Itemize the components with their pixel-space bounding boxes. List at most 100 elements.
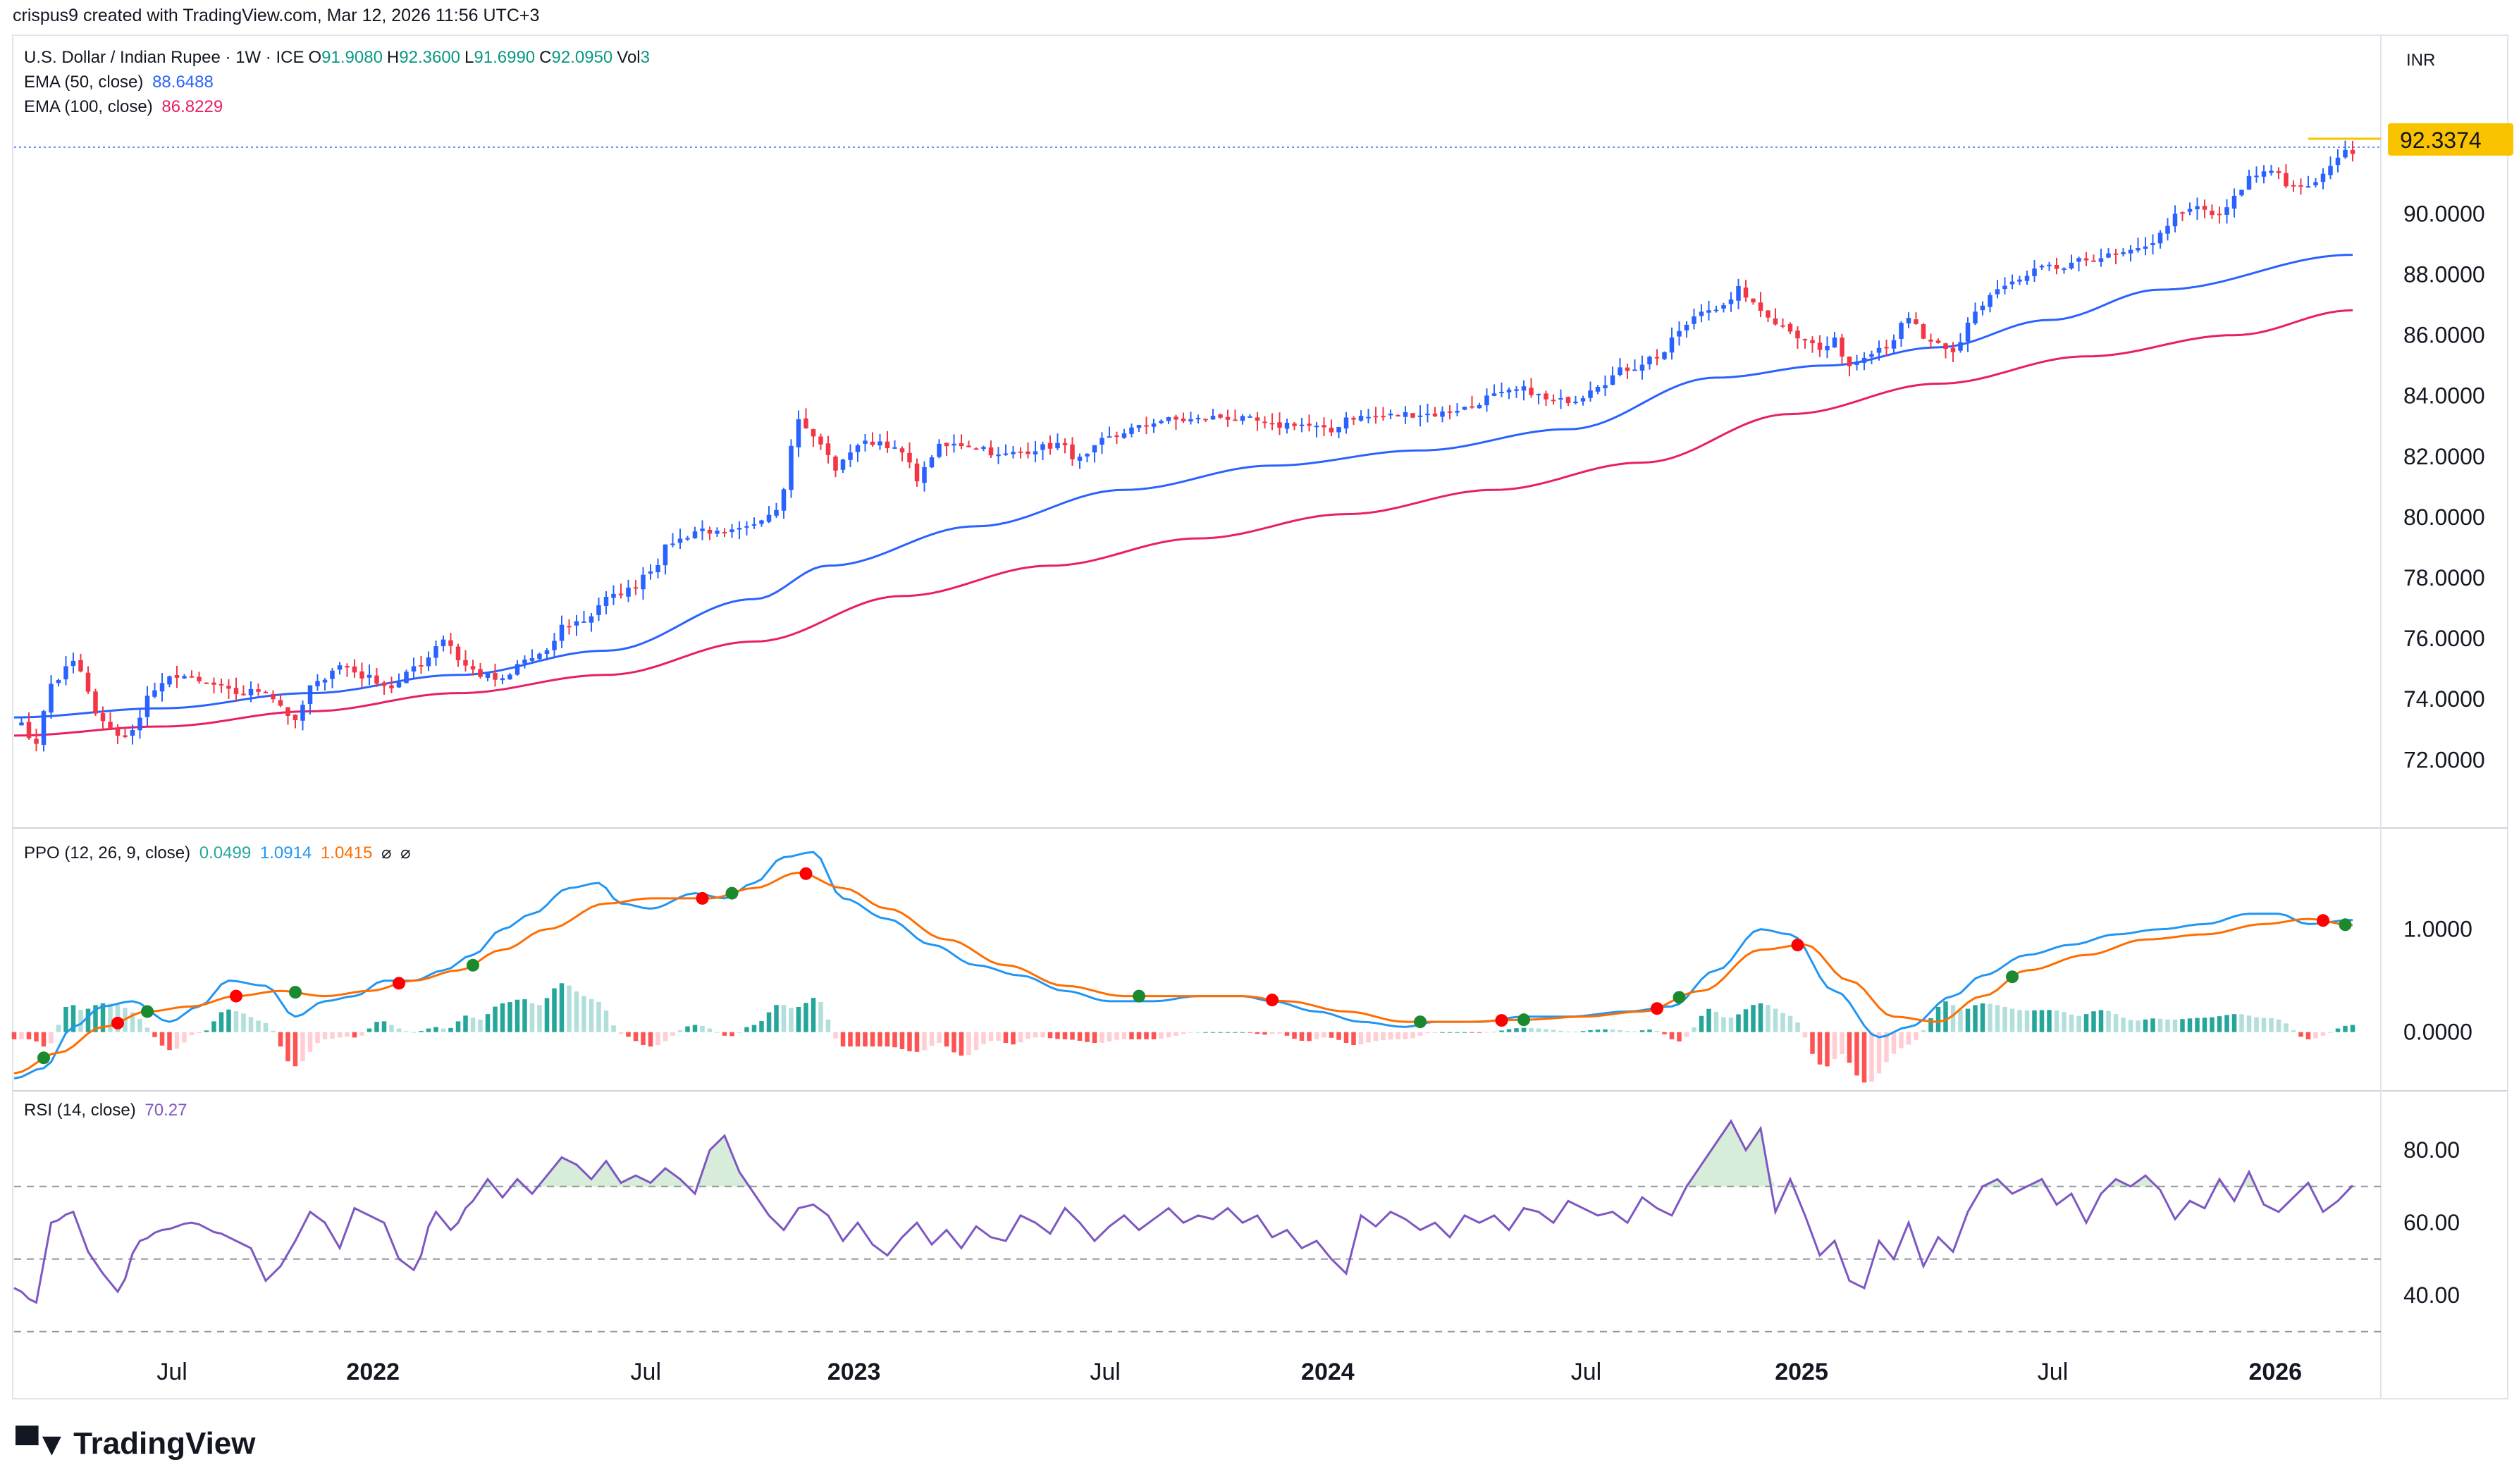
ppo-hist-bar [1603,1029,1608,1032]
candle-body [1795,330,1800,339]
ppo-hist-bar [1810,1032,1815,1054]
ppo-hist-bar [1381,1032,1386,1041]
candle-body [1891,340,1897,349]
last-price-tag[interactable]: 92.3374 [2388,123,2513,156]
candle-body [1692,316,1696,324]
candle-body [1632,369,1637,371]
bullish-cross-dot [1673,991,1686,1004]
candle-body [1536,393,1541,395]
ppo-hist-bar [93,1005,98,1032]
tradingview-logo[interactable]: ▀▼ TradingView [16,1425,256,1463]
candle-body [159,683,165,692]
ppo-hist-bar [751,1025,757,1032]
candle-body [1225,416,1231,420]
chart-canvas[interactable]: 90.0000 88.0000 86.0000 84.0000 82.0000 80.00… [0,0,2519,1409]
candle-body [441,639,446,647]
ppo-hist-bar [1943,1001,1948,1032]
candle-body [737,528,742,530]
candle-body [1973,311,1978,323]
ppo-hist-bar [1610,1029,1615,1032]
candle-body [1988,295,1993,307]
ema100-legend[interactable]: EMA (100, close) 86.8229 [24,97,227,117]
candle-body [1292,423,1297,426]
candle-body [1047,443,1053,449]
ppo-hist-bar [789,1008,794,1032]
candle-body [515,664,520,675]
ppo-hist-bar [2143,1019,2148,1032]
ppo-hist-bar [1322,1032,1326,1038]
bearish-cross-dot [393,977,405,990]
candle-body [774,509,779,516]
candle-body [2187,209,2193,212]
ppo-hist-bar [256,1020,261,1032]
candle-body [877,441,882,446]
ppo-hist-bar [1684,1032,1689,1037]
candle-body [1565,397,1571,404]
ppo-hist-bar [278,1032,283,1047]
symbol-name[interactable]: U.S. Dollar / Indian Rupee · 1W · ICE [24,48,304,67]
rsi-overbought-fill [480,1121,2353,1187]
candle-body [2121,252,2126,254]
candle-body [204,682,209,684]
ppo-hist-bar [692,1025,698,1032]
rsi-overbought-segment [702,1150,710,1187]
rsi-overbought-segment [480,1179,488,1187]
candle-body [307,685,313,704]
candle-body [1100,438,1104,445]
ema-lines [13,137,2381,737]
ppo-hist-bar [433,1027,438,1032]
candle-body [2017,279,2022,282]
ppo-hist-bar [1484,1032,1489,1033]
ppo-hist-bar [641,1032,646,1045]
candle-body [359,671,364,679]
ohlc-high: H92.3600 [386,48,461,67]
ppo-hist-bar [292,1032,298,1067]
ppo-hist-bar [1876,1032,1882,1074]
candle-body [1396,414,1400,416]
price-tick-label: 88.0000 [2403,262,2485,287]
ppo-hist-bar [1743,1009,1749,1032]
ppo-hist-bar [330,1032,335,1039]
ppo-hist-bar [463,1015,468,1032]
candle-body [1832,337,1837,348]
candle-body [1218,414,1223,418]
candle-body [715,531,720,534]
rsi-overbought-segment [2138,1175,2145,1187]
ppo-hist-bar [49,1032,54,1044]
candle-body [692,531,698,538]
ppo-hist-bar [766,1012,772,1032]
ppo-hist-bar [1366,1032,1371,1043]
candle-body [285,707,290,716]
ppo-hist-bar [774,1005,779,1032]
candle-body [1876,347,1882,353]
candle-body [263,691,269,693]
candle-body [2076,258,2081,262]
candle-body [1743,287,1749,298]
currency-label[interactable]: INR [2406,51,2436,70]
ppo-hist-bar [137,1019,142,1032]
ppo-hist-bar [2017,1010,2022,1032]
candle-body [144,695,150,717]
ema50-legend[interactable]: EMA (50, close) 88.6488 [24,73,218,92]
ppo-hist-bar [1558,1030,1563,1032]
rsi-legend[interactable]: RSI (14, close) 70.27 [24,1101,191,1120]
ppo-hist-bar [781,1005,787,1032]
ppo-legend[interactable]: PPO (12, 26, 9, close) 0.0499 1.0914 1.0… [24,843,415,863]
candle-body [493,673,498,680]
candle-body [2091,260,2096,262]
candle-body [1529,388,1534,395]
ppo-hist-bar [559,983,565,1032]
ppo-hist-bar [1233,1032,1238,1033]
ppo-hist-bar [2187,1018,2193,1032]
ppo-hist-bar [1514,1028,1519,1032]
candle-body [2269,171,2274,173]
ppo-hist-bar [1432,1032,1438,1033]
candle-body [1840,338,1844,357]
ppo-hist-bar [1292,1032,1297,1039]
candle-body [2298,185,2303,187]
ppo-hist-bar [759,1021,764,1032]
candle-body [1181,418,1186,421]
candle-body [759,520,764,524]
ppo-hist-bar [1410,1032,1415,1039]
ppo-hist-bar [1950,1005,1956,1032]
